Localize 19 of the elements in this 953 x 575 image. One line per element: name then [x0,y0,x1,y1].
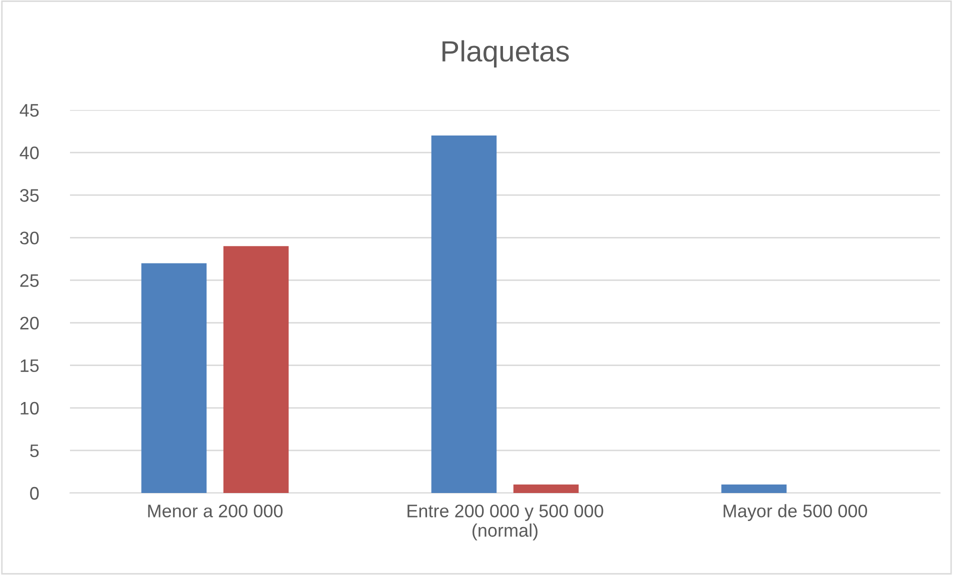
y-tick-label: 15 [20,359,39,372]
bar [721,484,787,493]
y-tick-label: 10 [20,402,39,415]
chart-title: Plaquetas [442,40,569,68]
y-tick-label: 5 [30,444,39,458]
bar [513,484,579,493]
x-tick-label: Entre 200 000 y 500 000 (normal) [408,504,604,540]
y-tick-label: 30 [20,232,39,244]
bar [141,263,207,493]
bar [223,246,289,493]
y-tick-label: 40 [20,146,39,160]
x-tick-label: Menor a 200 000 [148,504,283,518]
x-tick-label: Mayor de 500 000 [724,504,868,521]
y-tick-label: 20 [20,316,39,330]
y-tick-label: 35 [20,189,39,202]
y-tick-label: 25 [20,274,39,287]
y-tick-label: 0 [30,486,39,500]
bar [431,136,497,493]
y-tick-label: 45 [20,104,39,117]
